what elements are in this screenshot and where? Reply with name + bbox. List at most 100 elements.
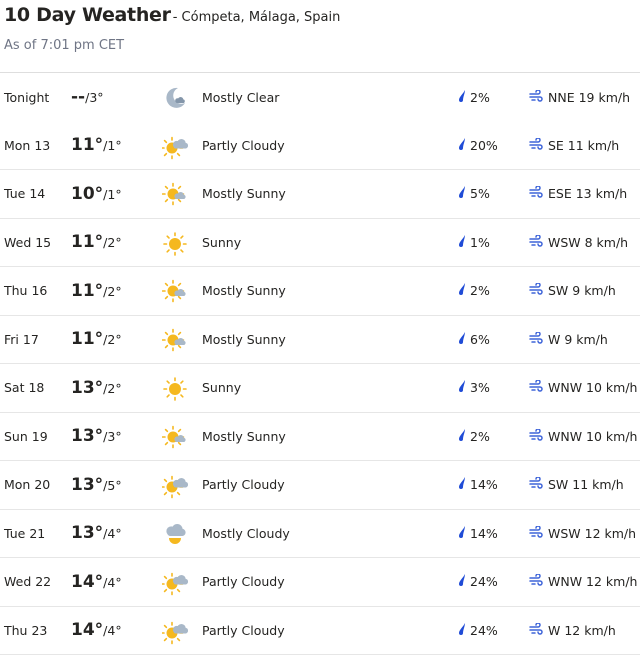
low-temp: /4° [103,526,121,541]
day-label: Fri 17 [4,332,39,347]
raindrop-icon [458,186,466,201]
temperature: 11°/1° [71,135,122,155]
wind-value: SW 11 km/h [548,477,624,492]
condition: Mostly Sunny [202,283,286,298]
low-temp: /2° [103,332,121,347]
wind-value: WSW 12 km/h [548,526,636,541]
low-temp: /2° [103,235,121,250]
wind-value: WNW 12 km/h [548,574,637,589]
precipitation: 2% [458,283,490,298]
forecast-row[interactable]: Mon 13 11°/1° Partly Cloudy 20% SE 11 km… [0,122,640,171]
raindrop-icon [458,235,466,250]
wind-value: W 12 km/h [548,623,616,638]
forecast-row[interactable]: Tue 14 10°/1° Mostly Sunny 5% ESE 13 km/… [0,170,640,219]
condition: Partly Cloudy [202,574,285,589]
temperature: 14°/4° [71,572,122,592]
temperature: 13°/4° [71,523,122,543]
wind: W 12 km/h [529,623,616,638]
high-temp: 14° [71,572,103,592]
precipitation: 24% [458,623,498,638]
temperature: 13°/2° [71,378,122,398]
temperature: 13°/3° [71,426,122,446]
forecast-row[interactable]: Wed 22 14°/4° Partly Cloudy 24% WNW 12 k… [0,558,640,607]
high-temp: 11° [71,232,103,252]
precip-value: 2% [470,283,490,298]
mostly-cloudy-icon [162,522,188,548]
day-label: Mon 20 [4,477,50,492]
forecast-row[interactable]: Sun 19 13°/3° Mostly Sunny 2% WNW 10 km/… [0,413,640,462]
low-temp: /1° [103,138,121,153]
condition: Partly Cloudy [202,477,285,492]
precipitation: 6% [458,332,490,347]
day-label: Tue 21 [4,526,45,541]
precipitation: 2% [458,90,490,105]
mostly-sunny-icon [162,425,188,451]
precip-value: 2% [470,429,490,444]
precip-value: 14% [470,526,498,541]
condition: Mostly Sunny [202,186,286,201]
forecast-row[interactable]: Tue 21 13°/4° Mostly Cloudy 14% WSW 12 k… [0,510,640,559]
mostly-sunny-icon [162,182,188,208]
high-temp: 13° [71,523,103,543]
high-temp: 13° [71,426,103,446]
condition: Mostly Clear [202,90,279,105]
wind-value: SW 9 km/h [548,283,616,298]
high-temp: 11° [71,135,103,155]
wind: WSW 12 km/h [529,526,636,541]
forecast-row[interactable]: Tonight --/3° Mostly Clear 2% NNE 19 km/… [0,73,640,122]
precip-value: 1% [470,235,490,250]
day-label: Mon 13 [4,138,50,153]
low-temp: /4° [103,623,121,638]
wind-icon [529,186,543,201]
sunny-icon [162,231,188,257]
wind: SW 9 km/h [529,283,616,298]
high-temp: 10° [71,184,103,204]
condition: Mostly Cloudy [202,526,290,541]
temperature: 13°/5° [71,475,122,495]
sunny-icon [162,376,188,402]
temperature: 11°/2° [71,329,122,349]
moon-cloud-icon [162,85,188,111]
condition: Mostly Sunny [202,332,286,347]
as-of-time: As of 7:01 pm CET [4,38,640,53]
precip-value: 24% [470,574,498,589]
partly-cloudy-icon [162,473,188,499]
low-temp: /4° [103,575,121,590]
mostly-sunny-icon [162,328,188,354]
low-temp: /5° [103,478,121,493]
wind-icon [529,332,543,347]
wind-icon [529,623,543,638]
forecast-row[interactable]: Thu 23 14°/4° Partly Cloudy 24% W 12 km/… [0,607,640,655]
mostly-sunny-icon [162,279,188,305]
high-temp: 13° [71,378,103,398]
low-temp: /3° [103,429,121,444]
raindrop-icon [458,90,466,105]
precipitation: 14% [458,526,498,541]
location: - Cómpeta, Málaga, Spain [173,10,341,25]
raindrop-icon [458,380,466,395]
precipitation: 1% [458,235,490,250]
wind-icon [529,477,543,492]
wind-value: WNW 10 km/h [548,380,637,395]
forecast-row[interactable]: Sat 18 13°/2° Sunny 3% WNW 10 km/h [0,364,640,413]
forecast-row[interactable]: Wed 15 11°/2° Sunny 1% WSW 8 km/h [0,219,640,268]
raindrop-icon [458,283,466,298]
precip-value: 6% [470,332,490,347]
raindrop-icon [458,138,466,153]
raindrop-icon [458,477,466,492]
raindrop-icon [458,623,466,638]
page-title: 10 Day Weather- Cómpeta, Málaga, Spain [4,4,640,26]
precip-value: 3% [470,380,490,395]
high-temp: 13° [71,475,103,495]
wind: WNW 12 km/h [529,574,637,589]
high-temp: 11° [71,281,103,301]
wind: ESE 13 km/h [529,186,627,201]
precip-value: 5% [470,186,490,201]
forecast-row[interactable]: Fri 17 11°/2° Mostly Sunny 6% W 9 km/h [0,316,640,365]
temperature: 14°/4° [71,620,122,640]
wind-icon [529,235,543,250]
forecast-row[interactable]: Mon 20 13°/5° Partly Cloudy 14% SW 11 km… [0,461,640,510]
precipitation: 2% [458,429,490,444]
precip-value: 14% [470,477,498,492]
forecast-row[interactable]: Thu 16 11°/2° Mostly Sunny 2% SW 9 km/h [0,267,640,316]
